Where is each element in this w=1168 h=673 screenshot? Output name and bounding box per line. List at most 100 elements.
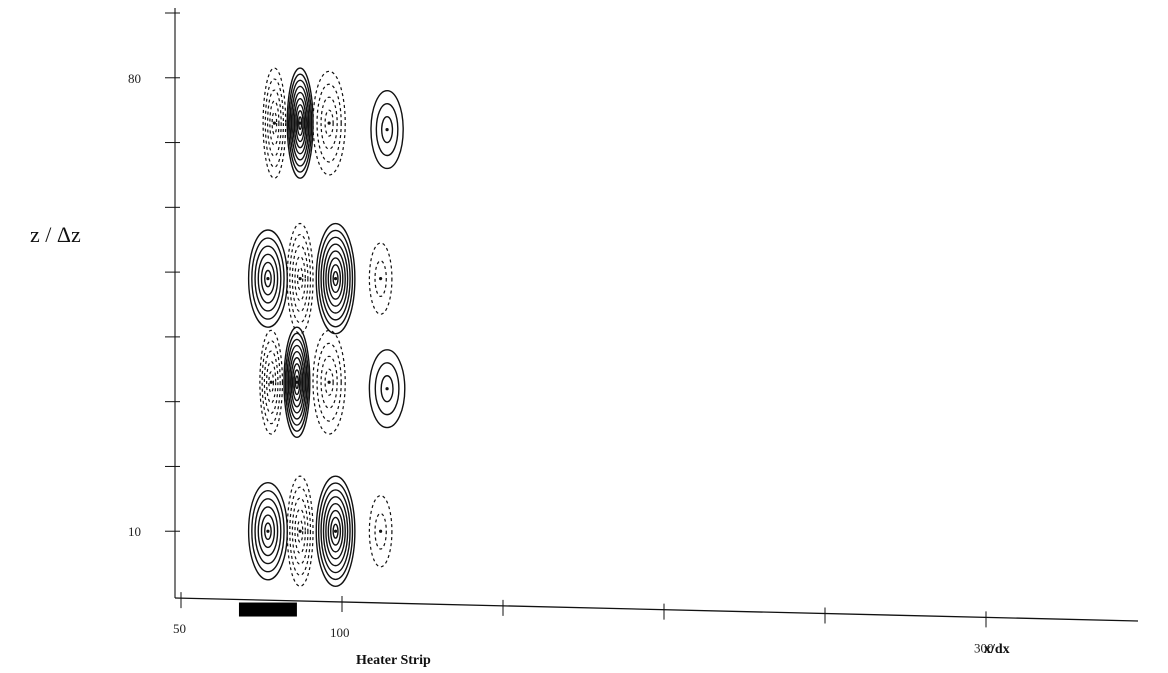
contour-line bbox=[327, 257, 344, 300]
heater-strip-label: Heater Strip bbox=[356, 653, 431, 668]
contour-line bbox=[368, 349, 406, 429]
contour-line bbox=[330, 516, 342, 546]
contour-line bbox=[287, 344, 307, 420]
contour-line bbox=[294, 508, 306, 554]
contour-line bbox=[368, 242, 393, 315]
contour-center bbox=[385, 387, 389, 391]
contour-cell-positive bbox=[368, 349, 406, 429]
y-tick-label: 10 bbox=[128, 524, 141, 539]
contour-line bbox=[317, 229, 354, 328]
contour-line bbox=[259, 329, 284, 435]
contour-line bbox=[291, 363, 302, 402]
contour-line bbox=[290, 85, 310, 161]
y-tick-group: 10 80 bbox=[128, 12, 180, 539]
contour-line bbox=[380, 375, 394, 403]
contour-line bbox=[291, 244, 309, 313]
contour-line bbox=[264, 269, 272, 288]
contour-center bbox=[298, 121, 302, 125]
contour-line bbox=[260, 261, 276, 296]
contour-line bbox=[324, 109, 334, 137]
contour-line bbox=[295, 104, 306, 143]
contour-line bbox=[381, 115, 394, 144]
contour-line bbox=[289, 350, 305, 414]
contour-cell-negative bbox=[368, 494, 393, 568]
contour-center bbox=[298, 276, 302, 281]
contour-line bbox=[320, 236, 351, 321]
contour-line bbox=[368, 494, 393, 568]
contour-line bbox=[247, 481, 288, 581]
x-tick-label: 300 bbox=[974, 640, 994, 655]
contour-center bbox=[272, 121, 276, 125]
x-axis-label: x/dx bbox=[984, 642, 1010, 657]
contour-line bbox=[254, 498, 282, 565]
contour-center bbox=[266, 276, 270, 281]
contour-center bbox=[327, 121, 331, 125]
contour-line bbox=[332, 271, 339, 287]
contour-line bbox=[286, 338, 308, 426]
contour-cell-negative bbox=[259, 329, 284, 435]
contour-cell-negative bbox=[368, 242, 393, 315]
contour-line bbox=[268, 371, 275, 394]
contour-center bbox=[333, 529, 338, 533]
contour-line bbox=[293, 97, 307, 149]
contour-line bbox=[374, 362, 400, 416]
contour-line bbox=[251, 490, 285, 573]
contour-line bbox=[283, 326, 311, 438]
contour-line bbox=[266, 360, 277, 404]
contour-line bbox=[247, 229, 288, 328]
contour-cell-negative bbox=[262, 67, 287, 179]
contour-cell-positive bbox=[283, 326, 311, 438]
contour-line bbox=[324, 368, 334, 396]
contour-cell-positive bbox=[286, 67, 314, 179]
contour-line bbox=[296, 110, 304, 137]
contour-line bbox=[257, 253, 279, 304]
contour-line bbox=[291, 497, 309, 565]
contour-line bbox=[290, 357, 304, 408]
contour-line bbox=[284, 332, 310, 432]
x-tick-group: 50 100 300 bbox=[173, 592, 994, 655]
contour-center bbox=[385, 128, 389, 132]
contour-line bbox=[322, 243, 349, 314]
contour-line bbox=[261, 340, 281, 425]
contour-line bbox=[294, 255, 306, 302]
contour-line bbox=[289, 79, 311, 167]
contour-line bbox=[375, 102, 399, 157]
contour-line bbox=[325, 250, 346, 307]
contour-line bbox=[312, 70, 346, 176]
contour-center bbox=[379, 276, 383, 281]
contour-center bbox=[333, 276, 338, 281]
contour-line bbox=[264, 522, 272, 541]
contour-line bbox=[316, 342, 342, 422]
contour-line bbox=[325, 502, 346, 560]
contour-line bbox=[264, 78, 284, 168]
contour-line bbox=[286, 67, 314, 179]
contour-cell-negative bbox=[312, 329, 346, 435]
contour-line bbox=[327, 509, 344, 553]
contour-cell-positive bbox=[315, 222, 356, 335]
y-axis-label: z / Δz bbox=[30, 222, 81, 247]
contour-center bbox=[298, 529, 302, 533]
contour-line bbox=[315, 475, 356, 587]
contour-cell-negative bbox=[312, 70, 346, 176]
x-tick-label: 100 bbox=[330, 625, 350, 640]
contour-line bbox=[271, 111, 278, 135]
contour-line bbox=[330, 264, 342, 294]
contour-center bbox=[379, 529, 383, 533]
contour-line bbox=[287, 73, 313, 173]
contour-line bbox=[374, 260, 387, 298]
contour-center bbox=[266, 529, 270, 533]
contour-layer bbox=[247, 67, 406, 587]
contour-line bbox=[320, 96, 338, 150]
contour-line bbox=[267, 89, 282, 157]
contour-line bbox=[312, 329, 346, 435]
contour-center bbox=[269, 380, 273, 384]
y-tick-label: 80 bbox=[128, 71, 141, 86]
contour-line bbox=[260, 514, 276, 549]
contour-cell-positive bbox=[315, 475, 356, 587]
contour-center bbox=[295, 380, 299, 384]
contour-line bbox=[320, 489, 351, 574]
contour-cell-positive bbox=[247, 229, 288, 328]
contour-cell-positive bbox=[370, 90, 404, 170]
x-tick-label: 50 bbox=[173, 621, 186, 636]
contour-line bbox=[262, 67, 287, 179]
